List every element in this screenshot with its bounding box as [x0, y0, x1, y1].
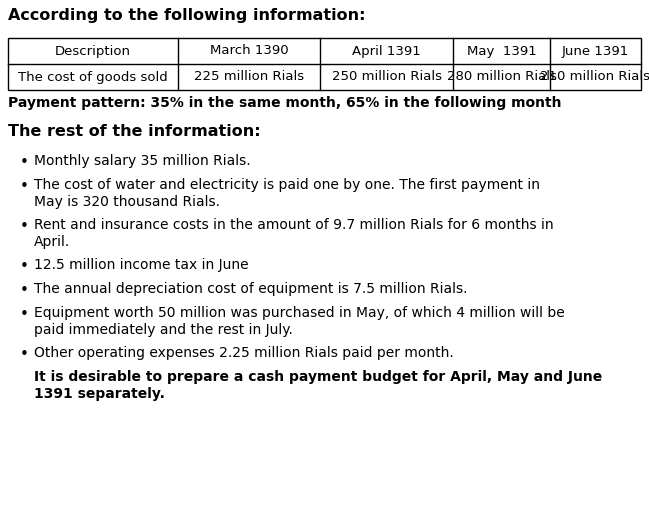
Text: May  1391: May 1391	[467, 45, 536, 58]
Text: •: •	[20, 179, 29, 194]
Text: The rest of the information:: The rest of the information:	[8, 124, 261, 139]
Text: The annual depreciation cost of equipment is 7.5 million Rials.: The annual depreciation cost of equipmen…	[34, 282, 467, 296]
Text: Equipment worth 50 million was purchased in May, of which 4 million will be: Equipment worth 50 million was purchased…	[34, 306, 565, 320]
Text: 250 million Rials: 250 million Rials	[332, 70, 441, 83]
Text: Other operating expenses 2.25 million Rials paid per month.: Other operating expenses 2.25 million Ri…	[34, 346, 454, 360]
Text: •: •	[20, 347, 29, 362]
Text: June 1391: June 1391	[562, 45, 629, 58]
Text: •: •	[20, 283, 29, 298]
Text: March 1390: March 1390	[210, 45, 288, 58]
Text: •: •	[20, 259, 29, 274]
Text: •: •	[20, 307, 29, 322]
Text: paid immediately and the rest in July.: paid immediately and the rest in July.	[34, 323, 293, 337]
Text: 225 million Rials: 225 million Rials	[194, 70, 304, 83]
Text: 280 million Rials: 280 million Rials	[447, 70, 556, 83]
Text: The cost of goods sold: The cost of goods sold	[18, 70, 168, 83]
Text: Payment pattern: 35% in the same month, 65% in the following month: Payment pattern: 35% in the same month, …	[8, 96, 561, 110]
Text: 1391 separately.: 1391 separately.	[34, 387, 165, 401]
Text: April 1391: April 1391	[352, 45, 421, 58]
Text: According to the following information:: According to the following information:	[8, 8, 365, 23]
Text: The cost of water and electricity is paid one by one. The first payment in: The cost of water and electricity is pai…	[34, 178, 540, 192]
Text: Description: Description	[55, 45, 131, 58]
Text: April.: April.	[34, 235, 70, 249]
Text: May is 320 thousand Rials.: May is 320 thousand Rials.	[34, 195, 220, 209]
Text: •: •	[20, 219, 29, 234]
Text: Rent and insurance costs in the amount of 9.7 million Rials for 6 months in: Rent and insurance costs in the amount o…	[34, 218, 554, 232]
Text: It is desirable to prepare a cash payment budget for April, May and June: It is desirable to prepare a cash paymen…	[34, 370, 602, 384]
Bar	[8, 38, 641, 90]
Text: 12.5 million income tax in June: 12.5 million income tax in June	[34, 258, 249, 272]
Text: 210 million Rials: 210 million Rials	[541, 70, 649, 83]
Text: •: •	[20, 155, 29, 170]
Text: Monthly salary 35 million Rials.: Monthly salary 35 million Rials.	[34, 154, 251, 168]
